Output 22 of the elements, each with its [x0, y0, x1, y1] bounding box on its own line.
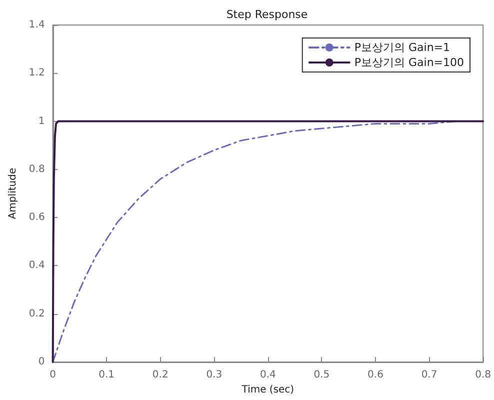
x-tick-label: 0.5 [314, 370, 330, 380]
x-tick-label: 0.3 [206, 370, 222, 380]
y-tick-label: 0.2 [28, 308, 45, 320]
x-tick-label: 0.8 [475, 370, 491, 380]
chart-title: Step Response [226, 8, 308, 21]
legend-label: P보상기의 Gain=100 [354, 56, 464, 69]
y-tick-label: 1.4 [28, 20, 45, 30]
x-tick-label: 0.6 [368, 370, 384, 380]
y-tick-label: 0.4 [28, 260, 45, 272]
x-tick-label: 0.2 [152, 370, 168, 380]
x-tick-label: 0.7 [421, 370, 438, 380]
legend-label: P보상기의 Gain=1 [354, 41, 450, 54]
x-tick-label: 0 [50, 370, 56, 380]
x-axis-title: Time (sec) [240, 384, 294, 396]
y-tick-label: 1.2 [28, 68, 45, 79]
x-tick-label: 0.4 [260, 370, 276, 380]
y-tick-label: 1 [38, 116, 45, 127]
y-axis-title: Amplitude [8, 168, 18, 220]
y-tick-label: 0.8 [28, 164, 45, 175]
y-tick-label: 0 [38, 356, 45, 368]
x-tick-label: 0.1 [98, 370, 115, 380]
y-tick-label: 0.6 [28, 212, 45, 224]
